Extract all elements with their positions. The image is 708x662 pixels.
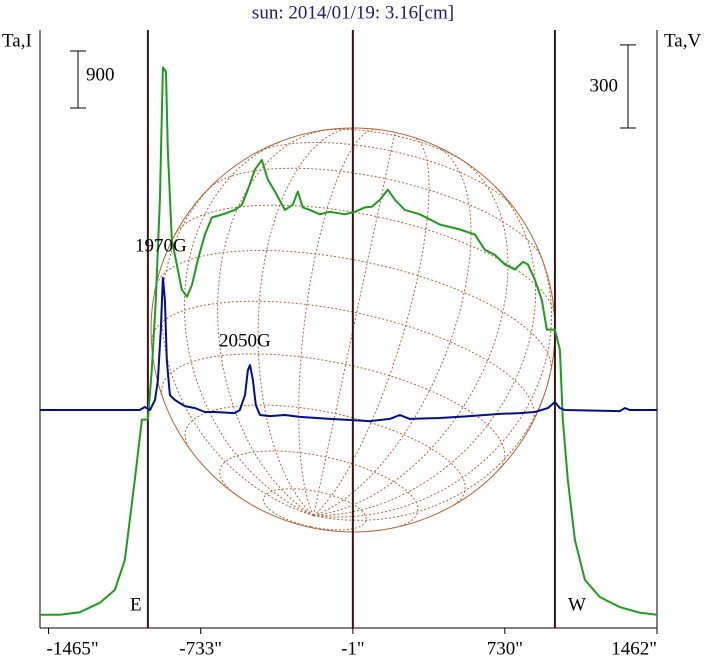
x-tick-label: 1462" (611, 638, 657, 659)
scale-bar-label: 900 (86, 64, 115, 85)
sun-grid-line (161, 179, 314, 517)
sun-grid-line (183, 141, 314, 517)
sun-grid-line (318, 128, 466, 163)
y-axis-label: Ta,I (2, 30, 32, 51)
data-line (40, 276, 657, 423)
y2-axis-label: Ta,V (664, 30, 701, 51)
sun-grid-line (161, 353, 506, 471)
scale-bar-label: 300 (590, 75, 619, 96)
sun-grid-line (257, 127, 354, 517)
solar-disk-grid (150, 127, 556, 533)
sun-grid-line (298, 128, 377, 516)
x-tick-label: 730" (487, 638, 523, 659)
sun-grid-line (263, 488, 367, 531)
sun-grid-line (313, 136, 430, 517)
x-tick-label: -1" (341, 638, 365, 659)
sun-grid-line (210, 167, 542, 258)
sun-grid-line (313, 159, 509, 517)
sun-grid-line (184, 404, 466, 507)
sun-grid-line (174, 204, 555, 316)
sun-grid-line (313, 132, 396, 516)
sun-grid-line (151, 300, 535, 423)
data-line (40, 66, 658, 616)
annotation: W (568, 594, 586, 615)
sun-grid-line (217, 130, 323, 517)
sun-grid-line (313, 371, 552, 521)
sun-grid-line (219, 450, 419, 529)
sun-grid-line (257, 142, 514, 207)
annotation: 2050G (219, 330, 271, 351)
annotation: E (130, 594, 142, 615)
sun-grid-line (154, 250, 552, 373)
sun-grid-line (313, 144, 472, 517)
chart-title: sun: 2014/01/19: 3.16[cm] (252, 2, 454, 23)
annotation: 1970G (135, 235, 187, 256)
sun-grid-line (313, 186, 537, 517)
sun-grid-line (313, 248, 553, 518)
x-tick-label: -733" (179, 638, 222, 659)
x-tick-label: -1465" (47, 638, 99, 659)
